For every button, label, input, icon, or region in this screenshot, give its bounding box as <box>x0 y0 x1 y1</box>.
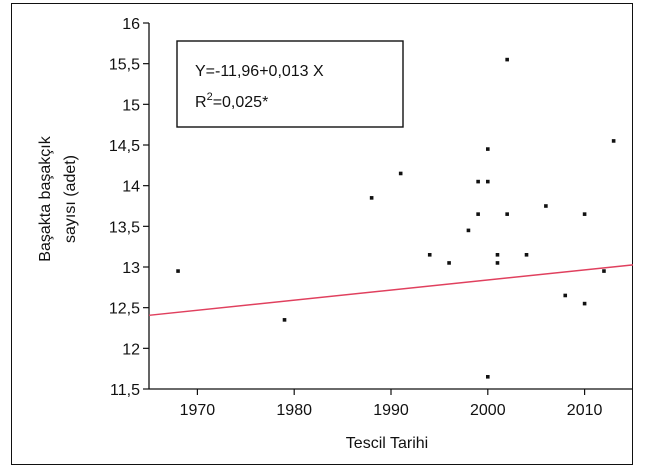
data-point <box>505 57 509 62</box>
data-point <box>476 212 480 216</box>
data-point <box>495 261 500 265</box>
equation-box <box>176 40 404 128</box>
data-point <box>176 269 180 273</box>
x-tick-label: 1980 <box>276 402 312 419</box>
axes: 11,5 12 12,5 13 13,5 14 14,5 15 15,5 16 1970 1980 19… <box>109 16 633 419</box>
data-point <box>282 318 287 322</box>
r2-superscript: 2 <box>207 91 213 103</box>
annotation-layer: Y=-11,96+0,013 X R2=0,025* <box>176 40 404 128</box>
y-tick-label: 11,5 <box>110 382 140 399</box>
data-point <box>602 269 606 273</box>
y-tick-label: 13,5 <box>109 219 140 236</box>
y-axis-title-line-2: sayısı (adet) <box>62 155 79 243</box>
y-tick-label: 16 <box>122 16 140 33</box>
y-tick-label: 14,5 <box>109 138 140 155</box>
data-point <box>476 179 480 184</box>
y-tick-label: 12 <box>122 341 140 358</box>
data-point <box>447 261 451 265</box>
data-point <box>524 253 529 257</box>
data-point <box>582 212 587 216</box>
data-point <box>486 147 490 151</box>
data-point <box>427 253 432 257</box>
y-tick-label: 14 <box>122 179 140 196</box>
data-point <box>466 228 471 233</box>
y-tick-label: 15,5 <box>109 57 140 74</box>
chart-frame: 11,5 12 12,5 13 13,5 14 14,5 15 15,5 16 1970 1980 19… <box>11 3 634 465</box>
regression-layer <box>148 264 634 317</box>
x-tick-label: 1990 <box>373 402 409 419</box>
y-axis-title: Başakta başakçık sayısı (adet) <box>37 135 79 261</box>
x-axis-title: Tescil Tarihi <box>346 435 428 452</box>
r2-text: R2=0,025* <box>195 91 268 111</box>
r2-suffix: =0,025* <box>213 94 269 111</box>
y-tick-label: 13 <box>122 260 140 277</box>
y-tick-label: 12,5 <box>109 301 140 318</box>
scatter-chart: 11,5 12 12,5 13 13,5 14 14,5 15 15,5 16 1970 1980 19… <box>37 16 634 452</box>
data-point <box>582 301 587 306</box>
data-point <box>611 139 616 143</box>
data-point <box>544 204 548 208</box>
y-axis-title-line-1: Başakta başakçık <box>37 135 54 261</box>
x-tick-label: 1970 <box>180 402 216 419</box>
data-point <box>486 375 490 379</box>
points-layer <box>176 57 616 379</box>
r2-prefix: R <box>195 94 207 111</box>
regression-line <box>148 264 634 317</box>
y-tick-label: 15 <box>122 97 140 114</box>
x-tick-label: 2000 <box>470 402 506 419</box>
data-point <box>505 212 509 216</box>
data-point <box>563 293 568 298</box>
x-tick-label: 2010 <box>567 402 603 419</box>
data-point <box>495 253 500 257</box>
equation-text: Y=-11,96+0,013 X <box>195 63 324 80</box>
data-point <box>369 196 374 200</box>
data-point <box>486 179 490 184</box>
data-point <box>398 171 403 176</box>
